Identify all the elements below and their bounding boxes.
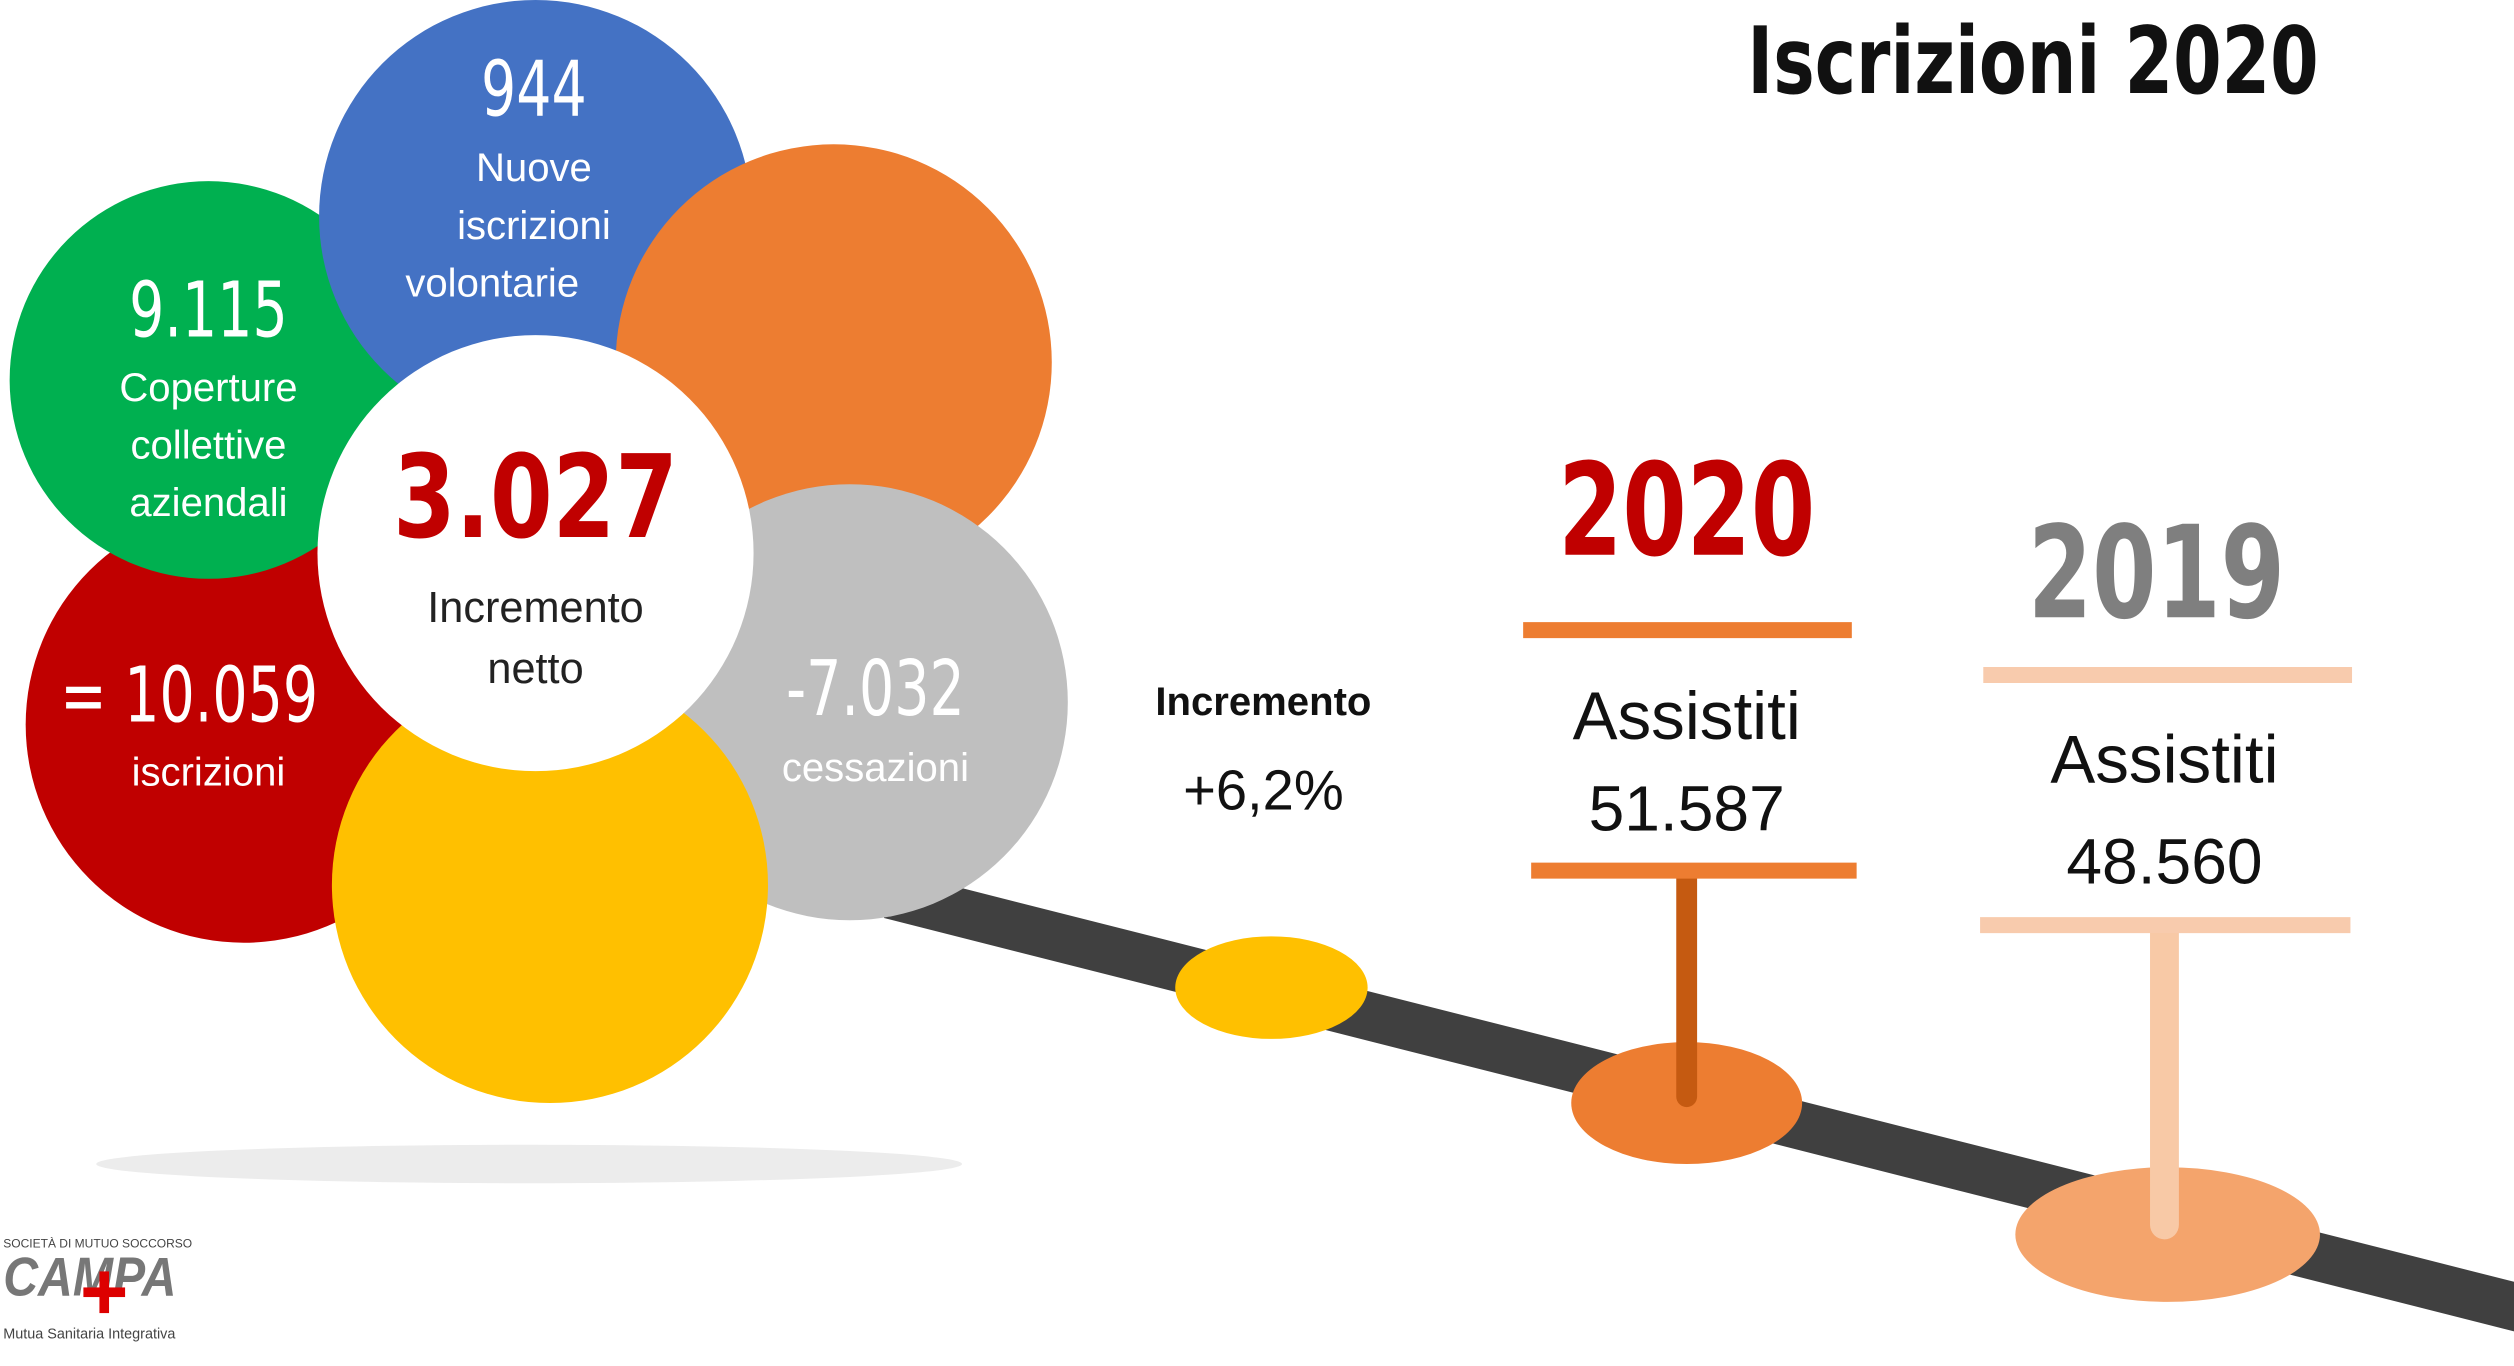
petal-label: iscrizioni	[132, 751, 286, 795]
petal-value: -7.032	[786, 644, 965, 734]
logo-name: CAMPA	[3, 1246, 176, 1307]
petal-label: iscrizioni	[457, 204, 611, 248]
petal-yellow	[331, 666, 768, 1104]
shadow	[96, 1144, 962, 1184]
title: Iscrizioni 2020	[1747, 8, 2318, 115]
petal-label: aziendali	[129, 481, 287, 525]
center-value: 3.027	[393, 431, 678, 565]
center-circle	[317, 335, 754, 772]
sign-value: 48.560	[2066, 825, 2262, 897]
year: 2020	[1558, 437, 1815, 586]
logo: SOCIETÀ DI MUTUO SOCCORSO CAMPA Mutua Sa…	[3, 1235, 192, 1342]
petal-label: volontarie	[405, 262, 579, 306]
petal-value: = 10.059	[60, 650, 318, 740]
center-label: netto	[487, 645, 583, 693]
petal-label: Coperture	[119, 366, 297, 410]
marker-yellow	[1175, 936, 1368, 1039]
increment-value: +6,2%	[1183, 759, 1344, 822]
center-label: Incremento	[427, 584, 643, 632]
logo-cross	[83, 1287, 126, 1298]
petal-label: cessazioni	[782, 746, 969, 790]
year: 2019	[2028, 499, 2285, 648]
petal-value: 944	[481, 44, 587, 134]
petal-label: Nuove	[476, 146, 592, 190]
logo-top: SOCIETÀ DI MUTUO SOCCORSO	[3, 1235, 192, 1250]
petal-label: collettive	[130, 424, 286, 468]
petal-green	[9, 181, 408, 579]
sign-value: 51.587	[1589, 773, 1785, 845]
sign-label: Assistiti	[2050, 722, 2278, 797]
sign-label: Assistiti	[1573, 679, 1801, 754]
increment-label: Incremento	[1155, 680, 1371, 724]
petal-value: 9.115	[129, 266, 288, 356]
logo-bottom: Mutua Sanitaria Integrativa	[3, 1327, 176, 1343]
